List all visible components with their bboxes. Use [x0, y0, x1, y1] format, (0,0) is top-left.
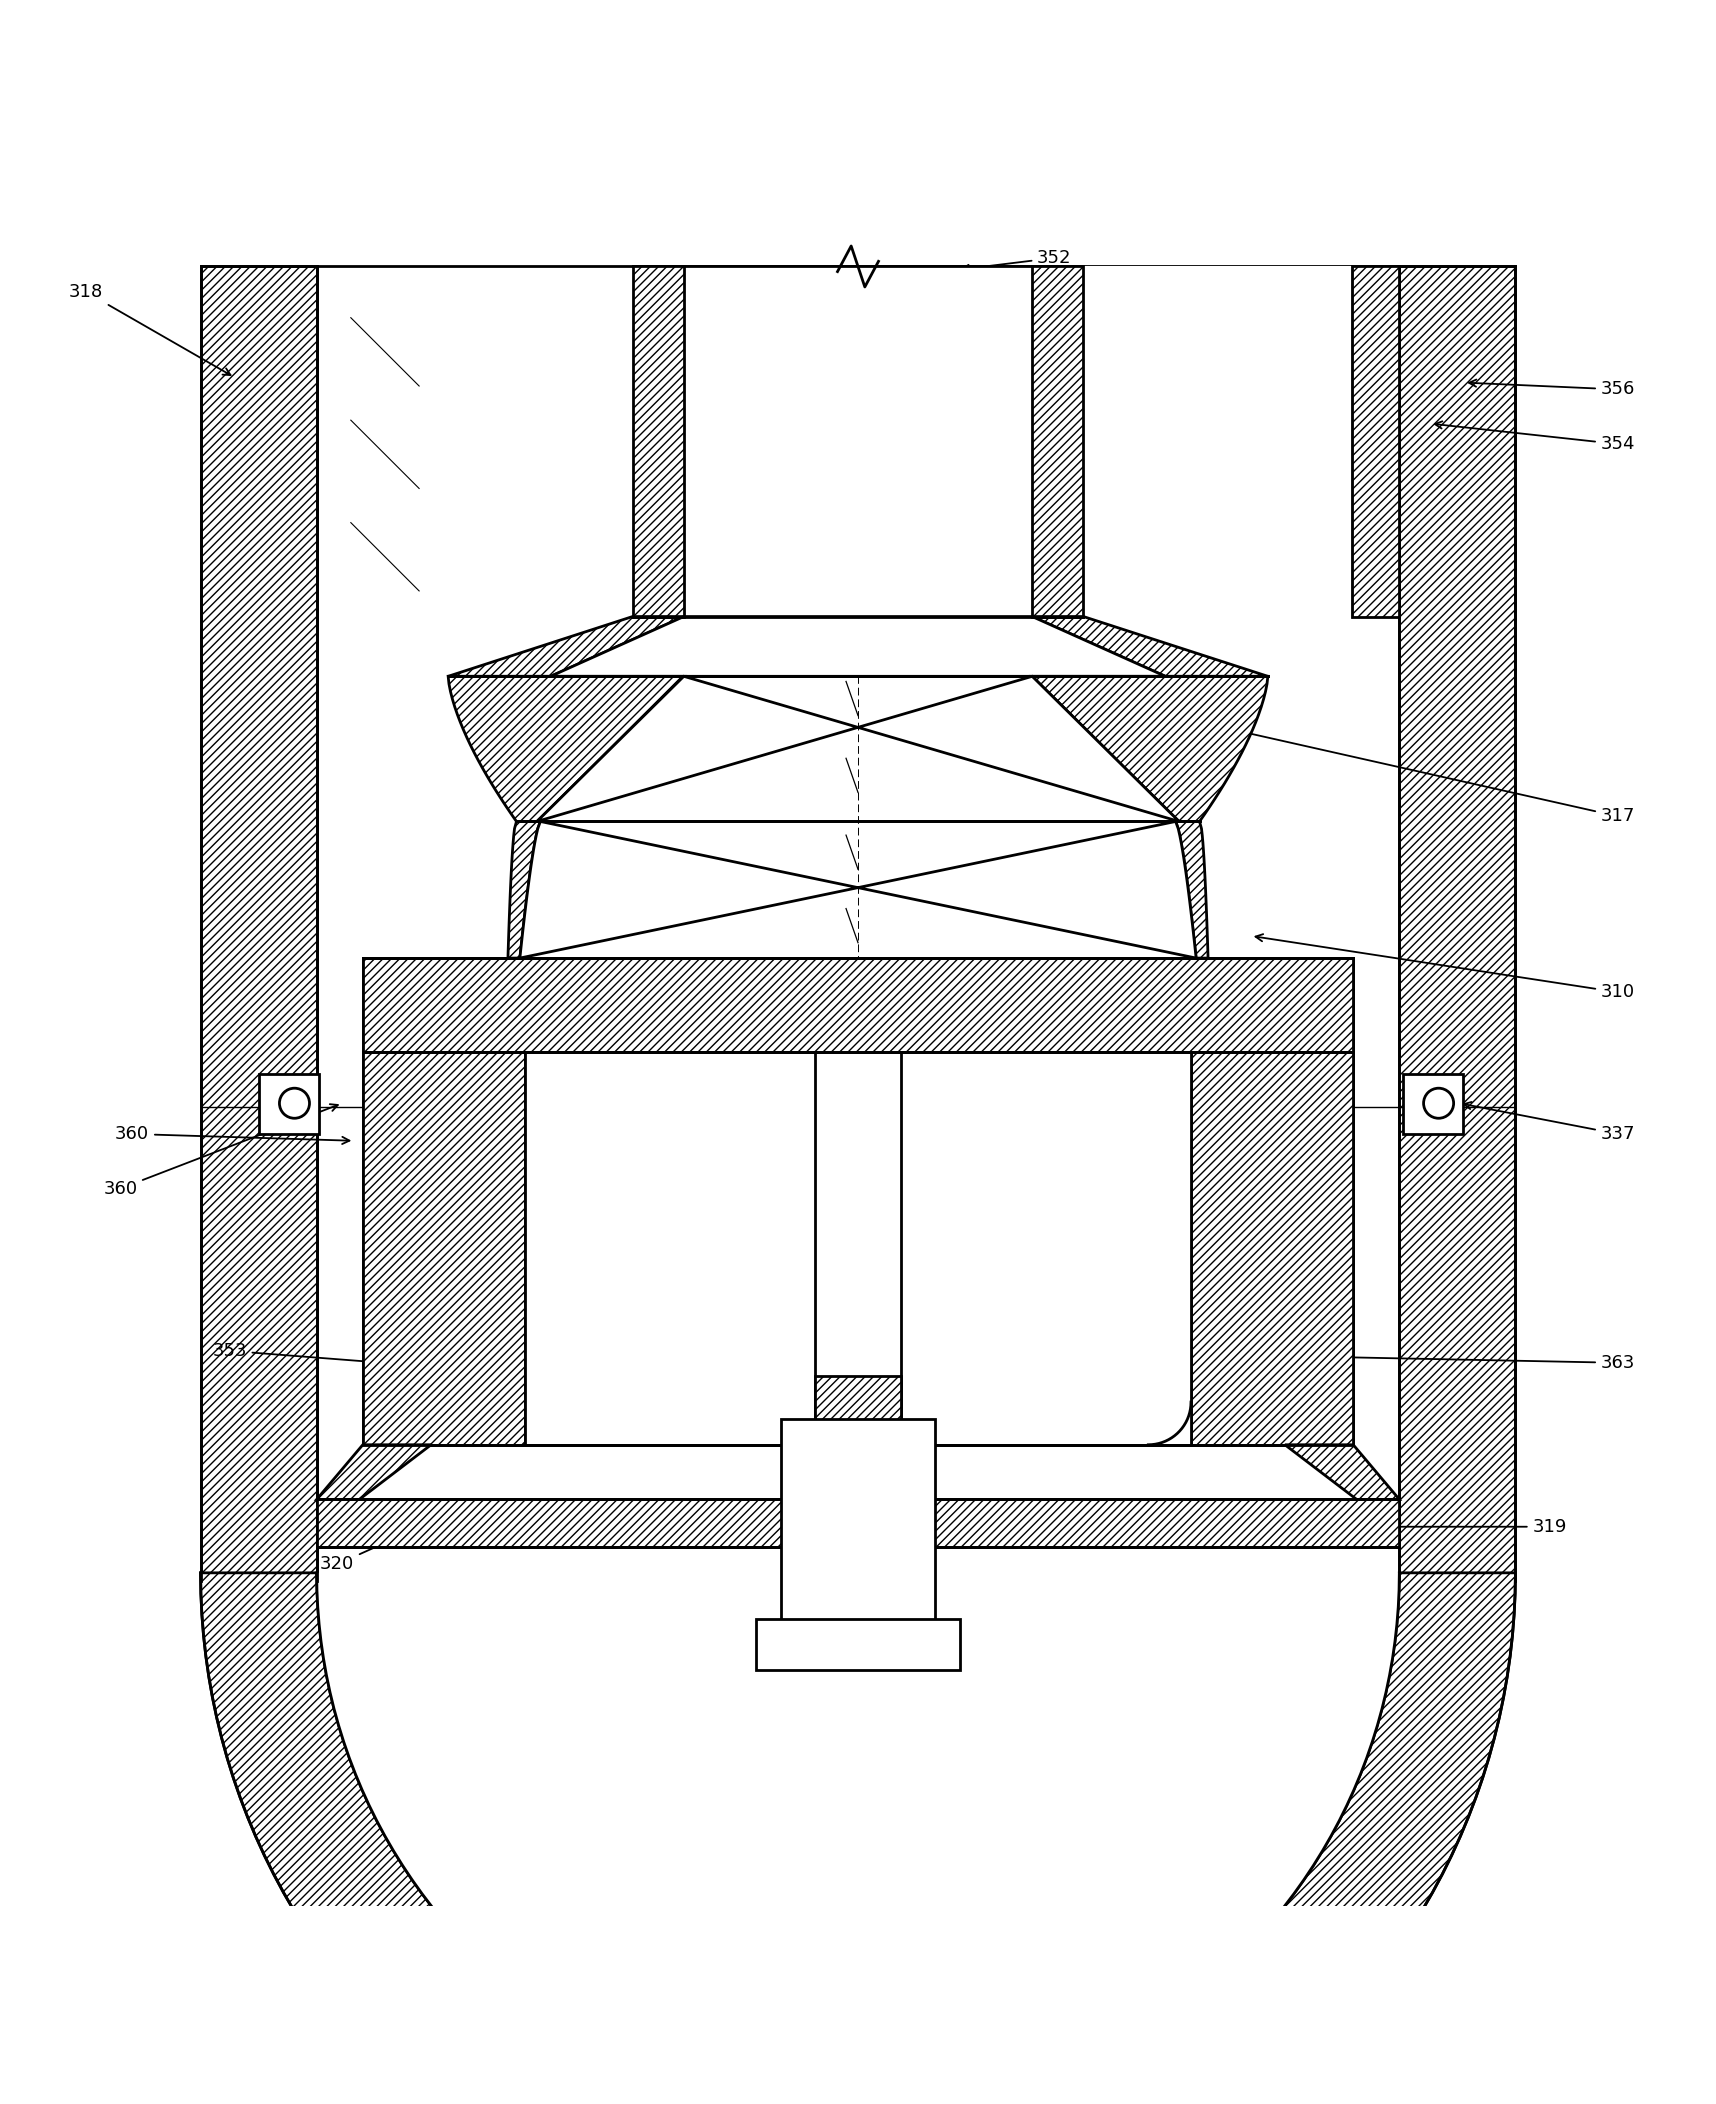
Polygon shape: [317, 1574, 1399, 2104]
Bar: [259, 1073, 319, 1134]
Text: 332: 332: [892, 1679, 958, 1740]
Polygon shape: [201, 1574, 1515, 2104]
Bar: [1402, 1073, 1462, 1134]
Bar: [1083, 267, 1399, 616]
Bar: [781, 1420, 935, 1650]
Polygon shape: [815, 1376, 901, 1445]
Circle shape: [1424, 1088, 1453, 1117]
Polygon shape: [1399, 267, 1515, 1582]
Text: 320: 320: [321, 1536, 402, 1574]
Polygon shape: [448, 616, 683, 675]
Text: 360: 360: [115, 1126, 350, 1145]
Text: 318: 318: [69, 284, 230, 375]
Bar: [525, 1052, 815, 1445]
Polygon shape: [520, 821, 1196, 957]
Polygon shape: [317, 1445, 431, 1500]
Polygon shape: [448, 675, 683, 821]
Polygon shape: [1033, 267, 1083, 616]
Text: 330: 330: [978, 1645, 1105, 1679]
Text: 310: 310: [1256, 934, 1635, 1002]
Polygon shape: [1285, 1445, 1399, 1500]
Polygon shape: [633, 267, 683, 616]
Polygon shape: [1175, 821, 1208, 957]
Polygon shape: [362, 1052, 525, 1445]
Polygon shape: [537, 675, 1179, 821]
Text: 360: 360: [103, 1105, 338, 1197]
Polygon shape: [508, 821, 541, 957]
Polygon shape: [1352, 267, 1399, 616]
Bar: [683, 267, 1033, 616]
Text: 352: 352: [961, 248, 1071, 271]
Circle shape: [280, 1088, 309, 1117]
Text: 363: 363: [1287, 1353, 1635, 1372]
Polygon shape: [201, 267, 317, 1582]
Polygon shape: [551, 616, 1165, 675]
Text: 317: 317: [1076, 692, 1635, 825]
Bar: [755, 1618, 961, 1671]
Polygon shape: [362, 957, 1354, 1052]
Polygon shape: [1191, 1052, 1354, 1445]
Text: 353: 353: [213, 1342, 379, 1365]
Text: 354: 354: [1435, 421, 1635, 452]
Text: 356: 356: [1469, 379, 1635, 398]
Polygon shape: [317, 1500, 1399, 1546]
Polygon shape: [1033, 675, 1268, 821]
Bar: [362, 957, 1354, 1445]
Polygon shape: [1033, 616, 1268, 675]
Text: 337: 337: [1464, 1102, 1635, 1142]
Bar: [901, 1052, 1191, 1445]
Text: 319: 319: [1273, 1517, 1567, 1536]
Text: 325: 325: [649, 1622, 798, 1662]
